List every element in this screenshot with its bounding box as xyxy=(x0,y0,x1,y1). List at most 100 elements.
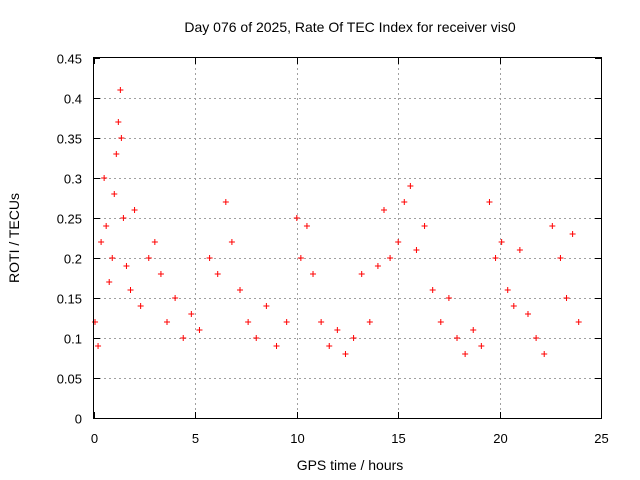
data-point xyxy=(137,303,144,309)
data-point xyxy=(381,207,388,213)
data-point xyxy=(263,303,270,309)
data-point xyxy=(437,319,444,325)
y-tick-labels: 0 0.05 0.1 0.15 0.2 0.25 0.3 0.35 0.4 0.45 xyxy=(57,52,82,427)
axis-ticks xyxy=(94,58,602,419)
data-point xyxy=(516,247,523,253)
data-point xyxy=(569,231,576,237)
data-point xyxy=(145,255,152,261)
data-point xyxy=(401,199,408,205)
x-tick-label: 10 xyxy=(290,431,304,446)
data-point xyxy=(98,239,105,245)
data-point xyxy=(533,335,540,341)
data-point xyxy=(253,335,260,341)
data-point xyxy=(106,279,113,285)
y-tick-label: 0.45 xyxy=(57,52,82,67)
y-tick-label: 0.1 xyxy=(64,332,82,347)
data-point xyxy=(575,319,582,325)
data-point xyxy=(120,215,127,221)
data-point xyxy=(510,303,517,309)
data-point xyxy=(157,271,164,277)
data-point xyxy=(101,175,108,181)
data-point xyxy=(342,351,349,357)
data-point xyxy=(113,151,120,157)
data-point xyxy=(524,311,531,317)
data-point xyxy=(151,239,158,245)
x-tick-label: 25 xyxy=(594,431,608,446)
data-point xyxy=(245,319,252,325)
data-point xyxy=(413,247,420,253)
data-point xyxy=(95,343,102,349)
data-point xyxy=(350,335,357,341)
data-point xyxy=(445,295,452,301)
x-tick-labels: 0 5 10 15 20 25 xyxy=(91,431,609,446)
data-point xyxy=(196,327,203,333)
y-tick-label: 0 xyxy=(75,412,82,427)
data-point xyxy=(470,327,477,333)
data-point xyxy=(374,263,381,269)
data-point xyxy=(115,119,122,125)
chart-title: Day 076 of 2025, Rate Of TEC Index for r… xyxy=(184,19,515,35)
data-point xyxy=(429,287,436,293)
data-point xyxy=(557,255,564,261)
y-tick-label: 0.15 xyxy=(57,292,82,307)
y-tick-label: 0.2 xyxy=(64,252,82,267)
data-point xyxy=(117,87,124,93)
data-point xyxy=(454,335,461,341)
data-points xyxy=(92,87,582,357)
y-tick-label: 0.35 xyxy=(57,132,82,147)
y-tick-label: 0.3 xyxy=(64,172,82,187)
data-point xyxy=(118,135,125,141)
data-point xyxy=(228,239,235,245)
data-point xyxy=(358,271,365,277)
data-point xyxy=(549,223,556,229)
x-tick-label: 15 xyxy=(391,431,405,446)
data-point xyxy=(123,263,130,269)
data-point xyxy=(293,215,300,221)
data-point xyxy=(486,199,493,205)
y-tick-label: 0.05 xyxy=(57,372,82,387)
y-tick-label: 0.25 xyxy=(57,212,82,227)
x-axis-label: GPS time / hours xyxy=(297,457,404,473)
plot-frame xyxy=(93,57,602,419)
grid-lines xyxy=(94,58,601,418)
data-point xyxy=(131,207,138,213)
data-point xyxy=(498,239,505,245)
data-point xyxy=(334,327,341,333)
data-point xyxy=(303,223,310,229)
data-point xyxy=(504,287,511,293)
x-tick-label: 20 xyxy=(493,431,507,446)
data-point xyxy=(283,319,290,325)
data-point xyxy=(273,343,280,349)
data-point xyxy=(214,271,221,277)
data-point xyxy=(541,351,548,357)
data-point xyxy=(127,287,134,293)
y-tick-label: 0.4 xyxy=(64,92,82,107)
x-tick-label: 5 xyxy=(192,431,199,446)
data-point xyxy=(206,255,213,261)
data-point xyxy=(478,343,485,349)
data-point xyxy=(318,319,325,325)
data-point xyxy=(222,199,229,205)
data-point xyxy=(103,223,110,229)
data-point xyxy=(563,295,570,301)
data-point xyxy=(462,351,469,357)
data-point xyxy=(188,311,195,317)
data-point xyxy=(237,287,244,293)
data-point xyxy=(111,191,118,197)
data-point xyxy=(180,335,187,341)
data-point xyxy=(326,343,333,349)
data-point xyxy=(492,255,499,261)
x-tick-label: 0 xyxy=(91,431,98,446)
data-point xyxy=(310,271,317,277)
data-point xyxy=(92,319,99,325)
data-point xyxy=(421,223,428,229)
data-point xyxy=(109,255,116,261)
data-point xyxy=(387,255,394,261)
data-point xyxy=(407,183,414,189)
data-point xyxy=(164,319,171,325)
y-axis-label: ROTI / TECUs xyxy=(6,193,22,283)
data-point xyxy=(172,295,179,301)
data-point xyxy=(395,239,402,245)
data-point xyxy=(366,319,373,325)
